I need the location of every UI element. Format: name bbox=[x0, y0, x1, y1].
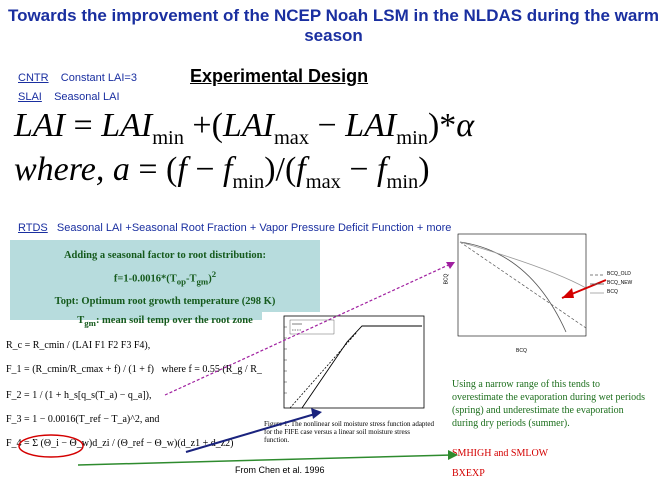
slai-desc: Seasonal LAI bbox=[54, 91, 120, 103]
formula-f4: F_4 = Σ (Θ_i − Θ_w)d_zi / (Θ_ref − Θ_w)(… bbox=[6, 438, 234, 449]
rtds-abbr: RTDS bbox=[18, 222, 48, 234]
legend-item-new: BCQ_NEW bbox=[607, 280, 633, 286]
bcq-plot bbox=[457, 233, 607, 337]
formula-rc: R_c = R_cmin / (LAI F1 F2 F3 F4), bbox=[6, 340, 151, 351]
slai-row: SLAI Seasonal LAI bbox=[18, 91, 120, 103]
rtds-desc: Seasonal LAI +Seasonal Root Fraction + V… bbox=[56, 222, 452, 234]
legend-item-bcq: BCQ bbox=[607, 289, 618, 295]
lai-equation: LAI = LAImin +(LAImax − LAImin)*α bbox=[14, 107, 475, 149]
soil-moisture-plot bbox=[283, 315, 425, 409]
section-heading: Experimental Design bbox=[190, 66, 369, 86]
slide-title: Towards the improvement of the NCEP Noah… bbox=[7, 6, 660, 45]
bcq-graph: BCQ BCQ BCQ_OLD BCQ_NEW BCQ bbox=[440, 228, 665, 363]
graph-legend: BCQ_OLD BCQ_NEW BCQ bbox=[607, 270, 632, 297]
highlight-ellipse bbox=[18, 434, 84, 458]
root-factor-formula: f=1-0.0016*(Top-Tgm)2 bbox=[113, 269, 217, 287]
graph-ylabel: BCQ bbox=[443, 273, 450, 285]
evaporation-note: Using a narrow range of this tends to ov… bbox=[452, 379, 645, 429]
figure-caption: Figure 1. The nonlinear soil moisture st… bbox=[264, 420, 434, 444]
slai-abbr: SLAI bbox=[18, 91, 42, 103]
cntr-abbr: CNTR bbox=[18, 72, 49, 84]
legend-item-old: BCQ_OLD bbox=[607, 271, 631, 277]
cntr-row: CNTR Constant LAI=3 bbox=[18, 72, 137, 84]
alpha-equation: where, a = (f − fmin)/(fmax − fmin) bbox=[14, 151, 430, 193]
root-factor-line1: Adding a seasonal factor to root distrib… bbox=[63, 250, 267, 261]
source-citation: From Chen et al. 1996 bbox=[235, 465, 325, 475]
bxexp-label: BXEXP bbox=[452, 468, 485, 479]
graph-xlabel: BCQ bbox=[516, 348, 527, 354]
root-factor-box: Adding a seasonal factor to root distrib… bbox=[10, 240, 320, 328]
topt-definition: Topt: Optimum root growth temperature (2… bbox=[54, 295, 276, 307]
cntr-desc: Constant LAI=3 bbox=[60, 72, 137, 84]
resistance-formulas: R_c = R_cmin / (LAI F1 F2 F3 F4), F_1 = … bbox=[6, 322, 314, 458]
smhigh-smlow-label: SMHIGH and SMLOW bbox=[452, 448, 549, 459]
formula-f3: F_3 = 1 − 0.0016(T_ref − T_a)^2, and bbox=[6, 414, 160, 425]
formula-f2: F_2 = 1 / (1 + h_s[q_s(T_a) − q_a]), bbox=[6, 390, 152, 401]
rtds-row: RTDS Seasonal LAI +Seasonal Root Fractio… bbox=[18, 222, 451, 234]
